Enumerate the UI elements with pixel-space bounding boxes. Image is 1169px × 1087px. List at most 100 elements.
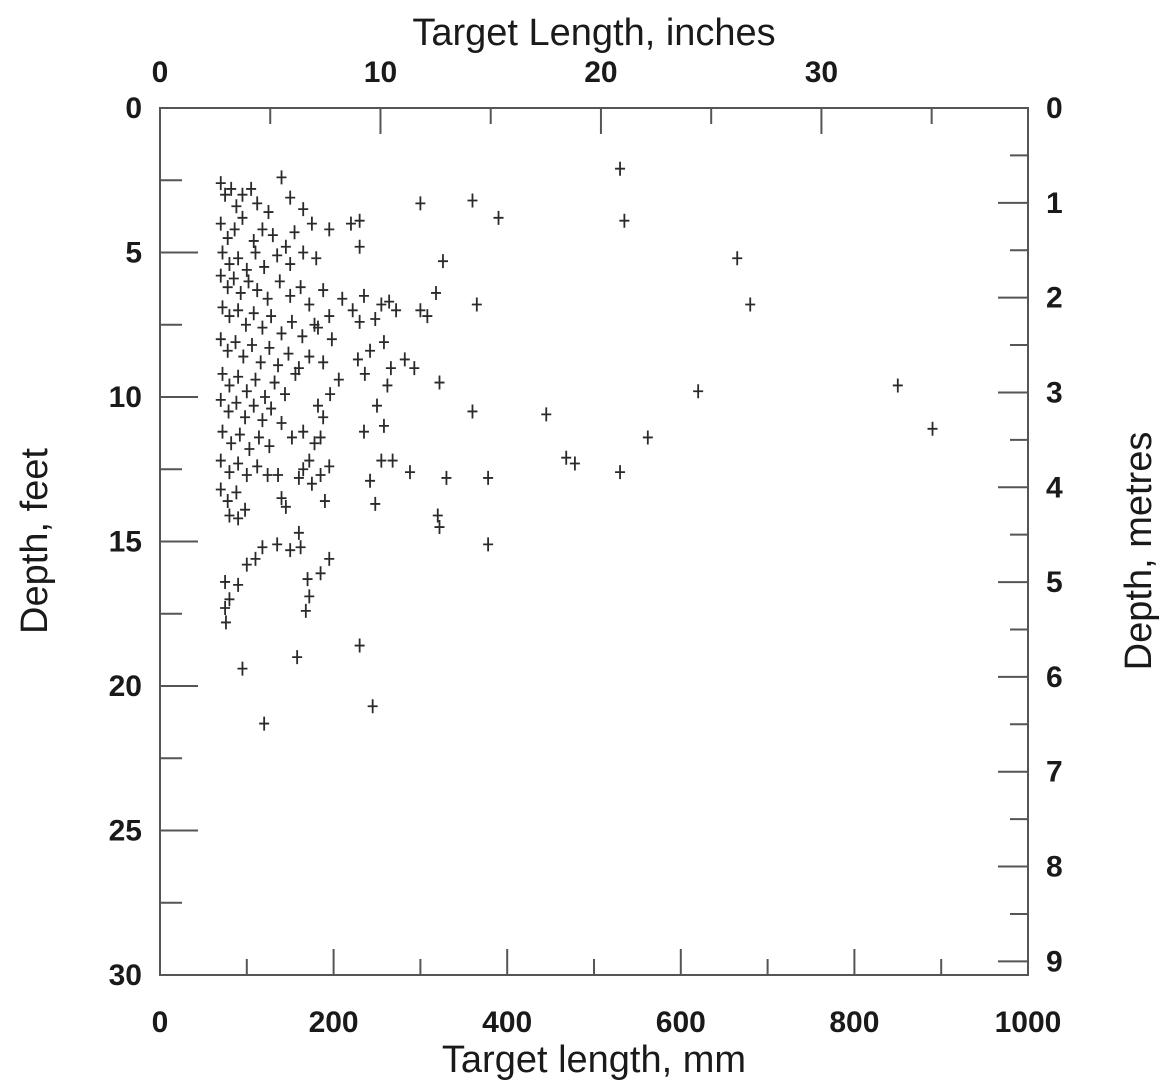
data-point [260, 390, 271, 404]
data-point [483, 470, 494, 485]
x-top-tick-label: 30 [805, 56, 838, 89]
data-point [257, 540, 268, 555]
y-left-tick-label: 30 [109, 959, 142, 992]
data-point [409, 361, 420, 376]
data-point [279, 387, 290, 402]
data-point [378, 335, 389, 350]
data-point [237, 210, 248, 225]
data-point [255, 355, 266, 370]
data-point [280, 499, 291, 514]
data-point [246, 181, 257, 196]
data-point [222, 494, 233, 509]
right-axis-title: Depth, metres [1118, 432, 1160, 671]
data-points [215, 161, 938, 731]
tick-labels: 0 200 400 600 800 1000 0 10 20 30 0 5 10 15 20 25 30 0 1 2 3… [109, 56, 1063, 1039]
data-point [370, 496, 381, 511]
data-point [286, 314, 297, 329]
data-point [276, 491, 287, 506]
data-point [276, 326, 287, 341]
data-point [252, 283, 263, 298]
data-point [387, 453, 398, 468]
data-point [289, 225, 300, 240]
data-point [222, 231, 233, 246]
data-point [378, 418, 389, 433]
data-point [352, 352, 363, 367]
data-point [224, 508, 235, 523]
y-left-tick-label: 0 [125, 92, 142, 125]
y-left-tick-label: 20 [109, 670, 142, 703]
data-point [693, 384, 704, 399]
data-point [619, 213, 630, 228]
data-point [318, 283, 329, 298]
y-right-tick-label: 4 [1046, 471, 1063, 504]
data-point [569, 456, 580, 471]
data-point [324, 459, 335, 474]
data-point [243, 274, 254, 289]
data-point [224, 378, 235, 393]
data-point [358, 424, 369, 439]
data-point [372, 398, 382, 413]
y-right-tick-label: 8 [1046, 851, 1063, 884]
data-point [324, 222, 335, 237]
data-point [319, 494, 330, 509]
top-axis-title: Target Length, inches [412, 12, 775, 54]
data-point [615, 465, 626, 480]
data-point [240, 317, 251, 332]
data-point [382, 378, 393, 393]
data-point [422, 309, 433, 324]
y-left-tick-label: 10 [109, 381, 142, 414]
bottom-axis-title: Target length, mm [442, 1039, 746, 1081]
data-point [354, 213, 365, 228]
data-point [434, 520, 445, 535]
data-point [337, 291, 348, 306]
data-point [312, 320, 323, 335]
data-point [231, 395, 242, 410]
data-point [333, 372, 344, 387]
data-point [233, 511, 244, 526]
data-point [257, 320, 268, 335]
data-point [404, 465, 415, 480]
data-point [302, 572, 313, 587]
data-point [247, 337, 258, 352]
data-point [272, 537, 283, 552]
data-point [253, 430, 264, 445]
data-point [231, 485, 242, 500]
data-point [376, 297, 387, 312]
y-right-tick-label: 2 [1046, 282, 1063, 315]
data-point [345, 216, 356, 231]
data-point [241, 384, 252, 399]
data-point [266, 401, 277, 416]
data-point [269, 375, 280, 390]
data-point [250, 372, 261, 387]
data-point [224, 309, 235, 324]
x-bottom-tick-label: 200 [309, 1006, 359, 1039]
data-point [293, 470, 304, 485]
data-point [259, 259, 270, 274]
data-point [324, 551, 335, 566]
data-point [220, 600, 231, 615]
data-point [365, 343, 376, 358]
data-point [311, 251, 322, 266]
data-point [220, 574, 231, 589]
axis-ticks [159, 107, 1029, 976]
y-right-tick-label: 7 [1046, 756, 1063, 789]
data-point [257, 222, 268, 237]
data-point [304, 297, 315, 312]
data-point [272, 248, 283, 263]
data-point [273, 468, 284, 483]
data-point [892, 378, 903, 393]
data-point [217, 300, 228, 315]
data-point [358, 288, 369, 303]
data-point [215, 392, 226, 407]
data-point [233, 303, 244, 318]
data-point [224, 257, 235, 272]
data-point [318, 410, 329, 425]
data-point [415, 303, 426, 318]
data-point [318, 355, 329, 370]
data-point [315, 430, 326, 445]
data-point [264, 340, 275, 355]
y-right-tick-label: 3 [1046, 376, 1063, 409]
x-bottom-tick-label: 1000 [995, 1006, 1062, 1039]
plot-frame [159, 107, 1029, 976]
data-point [354, 239, 365, 254]
